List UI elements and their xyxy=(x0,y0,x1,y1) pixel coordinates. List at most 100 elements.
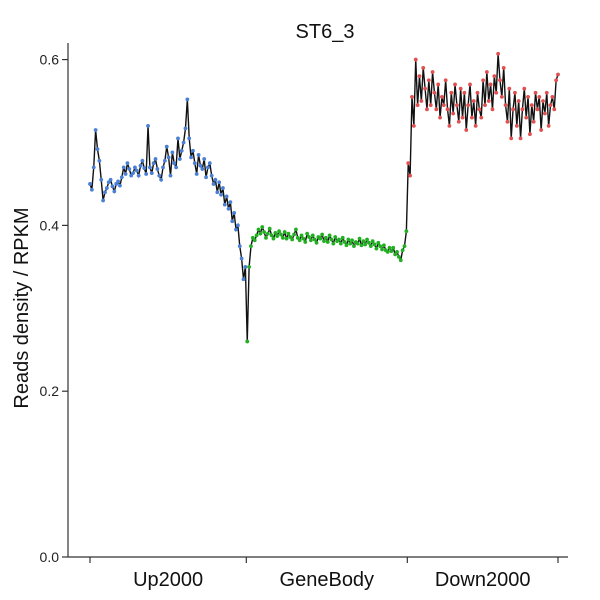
data-point-genebody xyxy=(361,239,366,244)
data-point-down2000 xyxy=(541,99,545,103)
data-point-up2000 xyxy=(181,140,186,145)
data-point-up2000 xyxy=(196,153,201,157)
data-point-genebody xyxy=(271,236,276,241)
data-point-up2000 xyxy=(235,223,240,228)
data-point-down2000 xyxy=(486,99,491,103)
data-point-genebody xyxy=(363,242,368,247)
data-point-up2000 xyxy=(176,136,180,141)
data-point-genebody xyxy=(387,245,392,250)
y-tick-label: 0.0 xyxy=(40,549,60,565)
data-point-up2000 xyxy=(166,155,171,160)
data-point-up2000 xyxy=(224,194,229,199)
data-point-down2000 xyxy=(438,115,442,120)
data-points xyxy=(88,51,560,344)
data-point-up2000 xyxy=(99,177,104,182)
data-point-down2000 xyxy=(552,107,557,112)
data-point-down2000 xyxy=(529,103,534,108)
data-point-genebody xyxy=(264,235,268,240)
data-point-up2000 xyxy=(219,192,223,197)
data-point-up2000 xyxy=(149,171,154,176)
data-point-genebody xyxy=(323,235,328,240)
data-point-up2000 xyxy=(134,168,139,173)
data-point-up2000 xyxy=(142,166,147,171)
data-point-genebody xyxy=(404,229,409,234)
data-point-up2000 xyxy=(183,126,188,131)
y-axis-label: Reads density / RPKM xyxy=(11,207,33,408)
data-point-genebody xyxy=(357,236,362,241)
data-point-down2000 xyxy=(518,136,523,141)
data-point-down2000 xyxy=(425,107,429,112)
x-ticks: Up2000 GeneBody Down2000 xyxy=(89,557,559,591)
data-point-up2000 xyxy=(97,158,102,163)
data-point-down2000 xyxy=(464,128,469,132)
data-point-up2000 xyxy=(89,187,94,192)
data-point-genebody xyxy=(303,240,308,244)
data-point-up2000 xyxy=(217,180,222,185)
data-point-down2000 xyxy=(453,82,457,87)
data-point-up2000 xyxy=(138,163,143,168)
data-point-down2000 xyxy=(436,82,441,87)
data-point-down2000 xyxy=(441,103,446,108)
data-point-up2000 xyxy=(221,186,225,190)
data-point-down2000 xyxy=(494,90,499,95)
data-point-genebody xyxy=(254,233,259,238)
data-point-down2000 xyxy=(544,90,549,95)
data-point-genebody xyxy=(247,264,252,269)
chart-title: ST6_3 xyxy=(296,21,355,43)
data-point-up2000 xyxy=(144,172,149,176)
x-category-label: Up2000 xyxy=(133,569,203,591)
data-point-up2000 xyxy=(222,202,227,207)
data-point-up2000 xyxy=(127,167,132,171)
data-point-genebody xyxy=(258,231,263,236)
data-point-down2000 xyxy=(449,90,454,95)
data-point-up2000 xyxy=(159,177,164,182)
data-point-up2000 xyxy=(103,190,107,195)
data-point-genebody xyxy=(327,233,332,238)
data-point-up2000 xyxy=(198,163,203,168)
data-point-down2000 xyxy=(408,173,413,178)
data-point-down2000 xyxy=(554,78,559,83)
data-point-down2000 xyxy=(514,124,519,128)
data-point-down2000 xyxy=(471,99,476,103)
data-point-up2000 xyxy=(226,206,231,211)
data-point-genebody xyxy=(346,237,351,242)
data-point-up2000 xyxy=(108,177,113,182)
data-point-up2000 xyxy=(121,165,126,170)
data-point-genebody xyxy=(307,235,311,239)
data-point-genebody xyxy=(249,244,253,249)
data-point-up2000 xyxy=(104,186,109,190)
data-point-down2000 xyxy=(469,115,474,120)
data-point-genebody xyxy=(312,237,317,242)
data-point-up2000 xyxy=(237,244,242,249)
y-tick-label: 0.2 xyxy=(40,383,60,399)
data-point-down2000 xyxy=(550,94,555,99)
data-point-genebody xyxy=(365,237,369,242)
data-point-genebody xyxy=(344,243,349,248)
data-point-genebody xyxy=(267,226,272,231)
data-point-down2000 xyxy=(415,103,420,108)
data-point-genebody xyxy=(372,242,377,247)
data-point-down2000 xyxy=(556,72,560,77)
data-point-genebody xyxy=(305,231,310,236)
data-point-genebody xyxy=(395,250,399,254)
data-point-genebody xyxy=(396,254,401,259)
data-point-down2000 xyxy=(458,86,463,91)
data-point-genebody xyxy=(279,232,283,237)
data-point-genebody xyxy=(350,238,354,243)
data-point-genebody xyxy=(400,248,405,253)
data-point-up2000 xyxy=(151,161,156,166)
data-point-genebody xyxy=(329,237,334,242)
data-point-up2000 xyxy=(200,167,205,171)
data-point-down2000 xyxy=(533,90,538,95)
data-point-genebody xyxy=(309,238,313,243)
data-point-up2000 xyxy=(157,173,162,178)
data-point-up2000 xyxy=(112,189,117,194)
data-point-up2000 xyxy=(88,182,92,186)
data-point-up2000 xyxy=(91,165,96,170)
data-point-genebody xyxy=(273,230,278,235)
data-point-down2000 xyxy=(481,78,486,83)
data-point-down2000 xyxy=(466,103,471,108)
data-point-genebody xyxy=(389,249,394,253)
data-point-down2000 xyxy=(410,94,414,99)
